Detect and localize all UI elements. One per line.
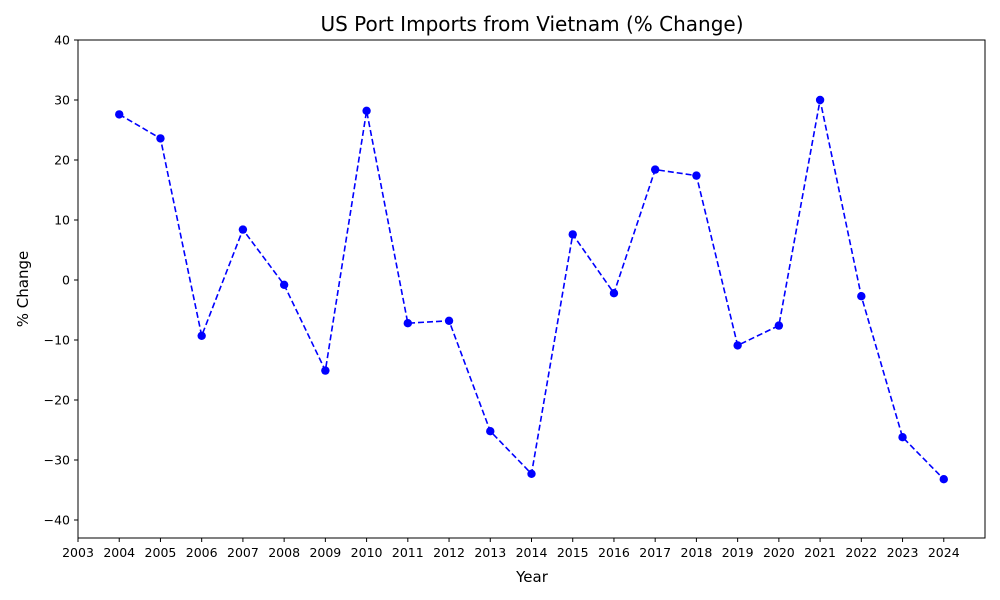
- data-point: [238, 225, 248, 234]
- x-tick-label: 2015: [557, 545, 589, 560]
- x-axis-title: Year: [515, 568, 549, 586]
- y-tick-label: 20: [54, 153, 70, 168]
- x-tick-label: 2024: [928, 545, 960, 560]
- x-axis: 2003 2004 2005 2006 2007 2008 2009 2010 2011 2012…: [62, 538, 960, 560]
- data-point: [279, 280, 289, 289]
- data-point: [650, 165, 660, 174]
- x-tick-label: 2014: [516, 545, 548, 560]
- data-point: [692, 171, 701, 180]
- x-tick-label: 2005: [145, 545, 177, 560]
- y-tick-label: −10: [44, 333, 70, 348]
- data-point: [609, 289, 619, 298]
- x-tick-label: 2008: [268, 545, 300, 560]
- data-point: [115, 110, 124, 119]
- data-point: [403, 319, 413, 328]
- chart-title: US Port Imports from Vietnam (% Change): [320, 12, 743, 36]
- y-tick-label: −40: [44, 513, 70, 528]
- x-tick-label: 2013: [474, 545, 506, 560]
- y-tick-label: 10: [54, 213, 70, 228]
- data-point: [197, 331, 206, 340]
- data-point: [321, 366, 330, 375]
- y-axis-title: % Change: [14, 251, 32, 327]
- y-tick-label: −20: [44, 393, 70, 408]
- x-tick-label: 2017: [639, 545, 671, 560]
- data-point: [898, 433, 907, 442]
- x-tick-label: 2011: [392, 545, 424, 560]
- x-tick-label: 2022: [845, 545, 877, 560]
- data-point: [733, 341, 742, 350]
- y-tick-label: 30: [54, 93, 70, 108]
- x-tick-label: 2019: [722, 545, 754, 560]
- x-tick-label: 2016: [598, 545, 630, 560]
- data-point: [156, 134, 165, 143]
- y-axis: −40 −30 −20 −10 0 10 20 30 40: [44, 33, 78, 528]
- data-point: [774, 321, 784, 330]
- x-tick-label: 2018: [681, 545, 713, 560]
- x-tick-label: 2004: [103, 545, 135, 560]
- x-tick-label: 2020: [763, 545, 795, 560]
- x-tick-label: 2012: [433, 545, 465, 560]
- data-point: [857, 292, 866, 301]
- x-tick-label: 2021: [804, 545, 836, 560]
- x-tick-label: 2007: [227, 545, 259, 560]
- data-point: [939, 475, 948, 484]
- plot-area: [115, 95, 948, 484]
- y-tick-label: 40: [54, 33, 70, 48]
- plot-frame: [77, 39, 986, 539]
- data-point: [444, 316, 454, 325]
- x-tick-label: 2006: [186, 545, 218, 560]
- y-tick-label: −30: [44, 453, 70, 468]
- x-tick-label: 2010: [351, 545, 383, 560]
- x-tick-label: 2003: [62, 545, 94, 560]
- data-point: [486, 427, 495, 436]
- x-tick-label: 2023: [887, 545, 919, 560]
- data-point: [568, 230, 577, 239]
- data-point: [362, 106, 371, 116]
- y-tick-label: 0: [62, 273, 70, 288]
- x-tick-label: 2009: [309, 545, 341, 560]
- data-point: [815, 95, 825, 105]
- data-point: [527, 469, 536, 478]
